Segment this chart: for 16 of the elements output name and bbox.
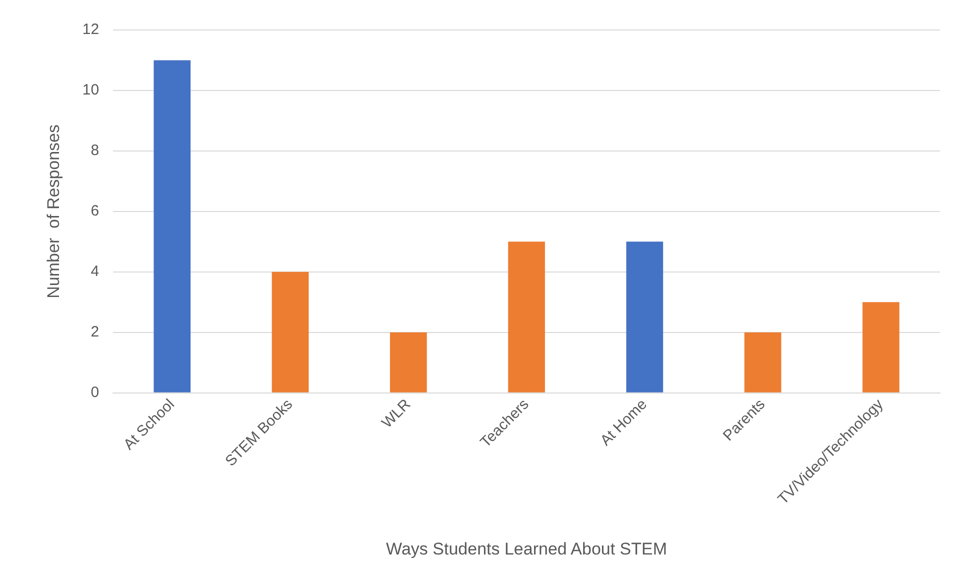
y-tick-label: 10	[82, 82, 100, 99]
y-tick-label: 4	[90, 263, 100, 280]
x-axis-title: Ways Students Learned About STEM	[386, 539, 668, 558]
y-tick-label: 6	[90, 202, 100, 220]
y-tick-label: 8	[90, 142, 100, 160]
bar	[272, 272, 309, 392]
bar	[626, 242, 664, 392]
y-tick-label: 0	[90, 384, 100, 401]
bar	[154, 60, 191, 392]
bar	[508, 242, 545, 392]
bar	[390, 332, 427, 392]
y-tick-label: 12	[82, 21, 100, 38]
bar	[744, 332, 782, 392]
y-tick-label: 2	[90, 324, 100, 340]
bar	[862, 302, 900, 392]
y-axis-title: Number of Responses	[44, 124, 63, 298]
